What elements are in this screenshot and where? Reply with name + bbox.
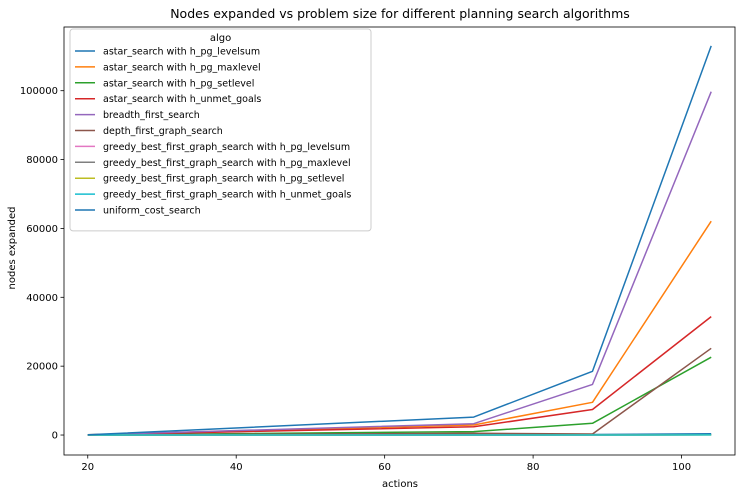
y-tick-label-2: 40000 xyxy=(26,293,58,304)
y-tick-label-3: 60000 xyxy=(26,224,58,235)
legend-label-5: depth_first_graph_search xyxy=(103,126,223,137)
legend-label-3: astar_search with h_unmet_goals xyxy=(103,94,261,105)
legend-label-0: astar_search with h_pg_levelsum xyxy=(103,47,260,58)
legend-label-1: astar_search with h_pg_maxlevel xyxy=(103,62,261,73)
axes: 20 40 60 80 100 0 20000 40000 60000 80000 100000 xyxy=(20,26,736,473)
x-axis-label: actions xyxy=(382,479,418,490)
series-line-3 xyxy=(87,316,712,436)
x-tick-label-4: 100 xyxy=(672,462,691,473)
series-line-1 xyxy=(87,220,712,436)
series-line-4 xyxy=(87,91,712,436)
series-line-10 xyxy=(87,45,712,436)
y-axis-label: nodes expanded xyxy=(7,207,18,290)
y-tick-label-5: 100000 xyxy=(20,86,58,97)
legend-label-6: greedy_best_first_graph_search with h_pg… xyxy=(103,142,350,153)
series-line-2 xyxy=(87,356,712,436)
x-tick-label-0: 20 xyxy=(81,462,94,473)
chart-title: Nodes expanded vs problem size for diffe… xyxy=(170,6,630,21)
y-tick-label-1: 20000 xyxy=(26,362,58,373)
x-tick-label-3: 80 xyxy=(527,462,540,473)
legend-label-9: greedy_best_first_graph_search with h_un… xyxy=(103,190,351,201)
legend-label-2: astar_search with h_pg_setlevel xyxy=(103,78,254,89)
legend-title: algo xyxy=(210,33,231,44)
series-line-5 xyxy=(87,347,712,436)
x-tick-label-1: 40 xyxy=(230,462,243,473)
plot-frame xyxy=(63,26,736,456)
legend-label-7: greedy_best_first_graph_search with h_pg… xyxy=(103,158,351,169)
legend: algo astar_search with h_pg_levelsumastar… xyxy=(69,28,372,232)
legend-label-4: breadth_first_search xyxy=(103,110,200,121)
x-tick-label-2: 60 xyxy=(378,462,391,473)
legend-box xyxy=(69,28,372,232)
legend-label-10: uniform_cost_search xyxy=(103,206,201,217)
y-tick-label-0: 0 xyxy=(52,431,58,442)
legend-label-8: greedy_best_first_graph_search with h_pg… xyxy=(103,174,344,185)
y-tick-label-4: 80000 xyxy=(26,155,58,166)
series-lines xyxy=(87,45,712,436)
